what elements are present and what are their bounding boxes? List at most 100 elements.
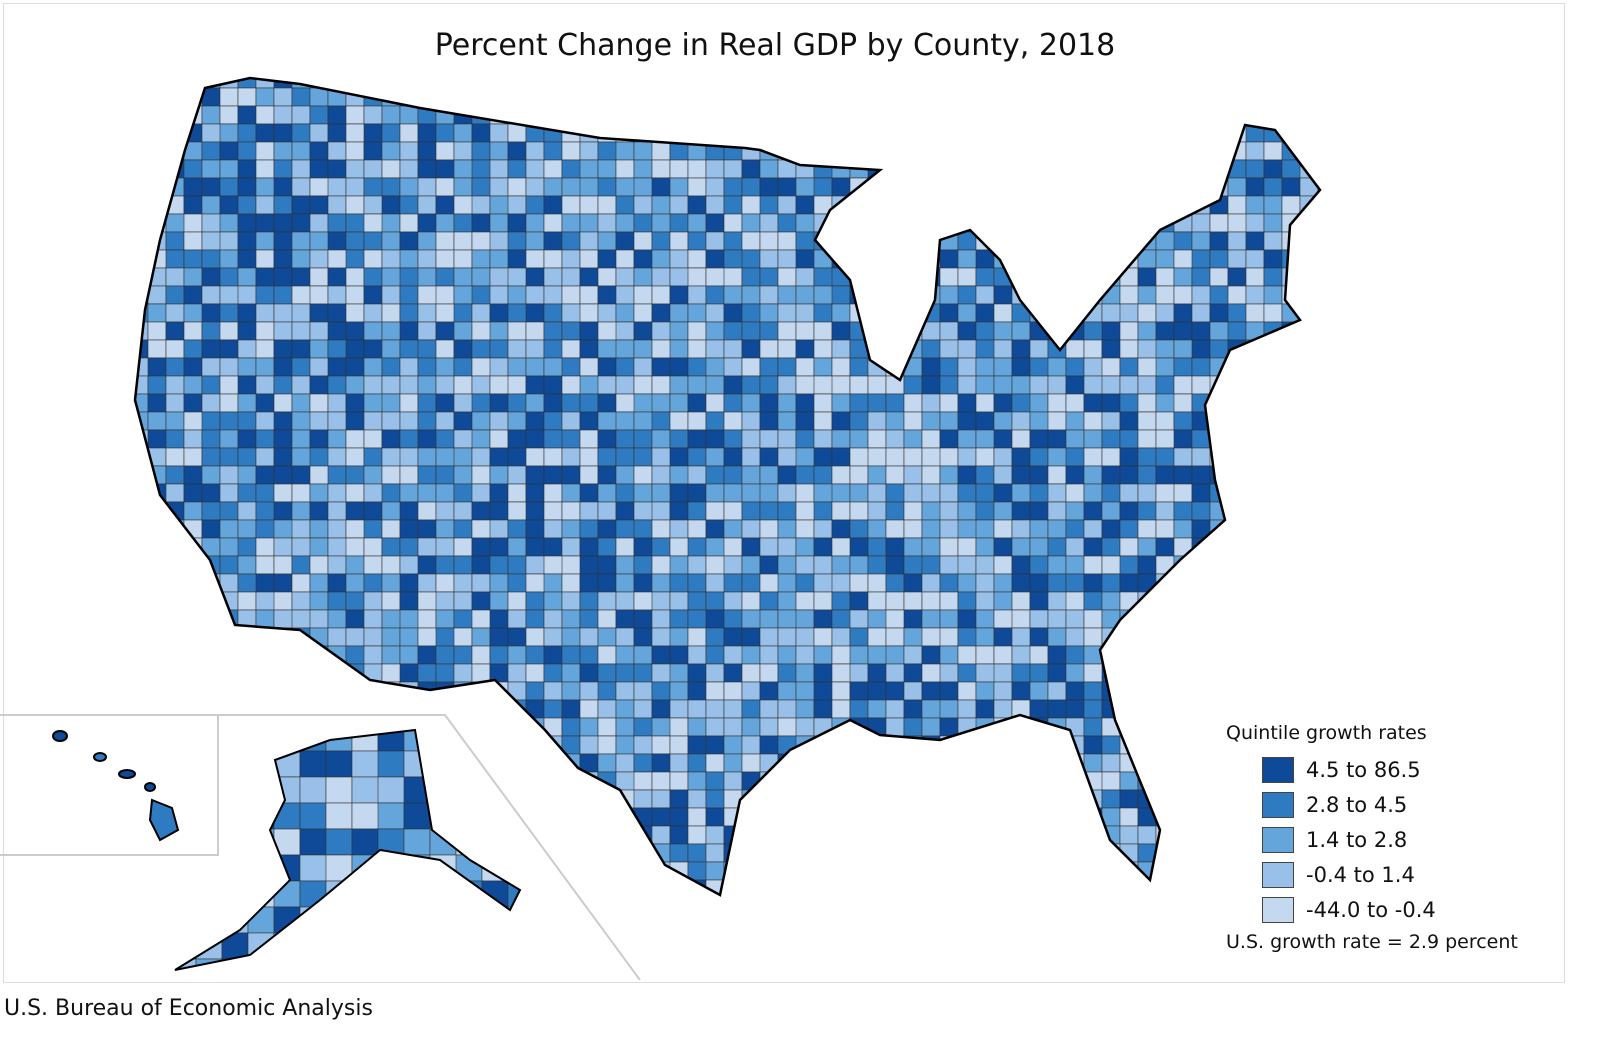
county-cell xyxy=(183,771,203,791)
county-cell xyxy=(543,519,563,539)
county-cell xyxy=(885,717,905,737)
county-cell xyxy=(885,78,923,89)
county-cell xyxy=(1191,303,1211,323)
county-cell xyxy=(237,447,257,467)
county-cell xyxy=(471,375,491,395)
county-cell xyxy=(219,807,239,827)
county-cell xyxy=(135,267,149,287)
county-cell xyxy=(291,681,311,701)
county-cell xyxy=(1065,789,1085,809)
county-cell xyxy=(435,357,455,377)
county-cell xyxy=(1281,591,1301,611)
county-cell xyxy=(1227,105,1247,125)
county-cell xyxy=(417,159,437,179)
county-cell xyxy=(403,854,431,882)
county-cell xyxy=(525,177,545,197)
county-cell xyxy=(1137,393,1157,413)
county-cell xyxy=(1119,195,1139,215)
county-cell xyxy=(435,123,455,143)
county-cell xyxy=(1011,177,1031,197)
county-cell xyxy=(1101,231,1121,251)
county-cell xyxy=(831,78,851,89)
county-cell xyxy=(291,123,311,143)
county-cell xyxy=(399,285,419,305)
county-cell xyxy=(525,393,545,413)
county-cell xyxy=(291,231,311,251)
county-cell xyxy=(345,681,383,701)
county-cell xyxy=(633,699,653,719)
county-cell xyxy=(135,681,149,701)
county-cell xyxy=(273,249,293,269)
county-cell xyxy=(219,339,239,359)
county-cell xyxy=(957,357,977,377)
county-cell xyxy=(291,87,311,107)
county-cell xyxy=(1065,267,1085,287)
county-cell xyxy=(429,750,457,778)
county-cell xyxy=(1281,465,1301,485)
county-cell xyxy=(1083,231,1121,251)
county-cell xyxy=(651,78,671,89)
county-cell xyxy=(579,213,599,233)
county-cell xyxy=(1137,213,1157,233)
county-cell xyxy=(1227,195,1247,215)
county-cell xyxy=(1281,429,1319,449)
county-cell xyxy=(1173,843,1211,863)
county-cell xyxy=(1083,177,1121,197)
county-cell xyxy=(579,429,599,449)
county-cell xyxy=(345,339,365,359)
county-cell xyxy=(429,828,457,856)
county-cell xyxy=(939,681,959,701)
county-cell xyxy=(993,123,1013,143)
county-cell xyxy=(1029,267,1049,287)
county-cell xyxy=(219,429,239,449)
county-cell xyxy=(579,465,599,485)
county-cell xyxy=(1101,537,1121,557)
county-cell xyxy=(993,645,1013,665)
county-cell xyxy=(597,573,617,593)
county-cell xyxy=(885,501,905,521)
county-cell xyxy=(723,195,743,215)
county-cell xyxy=(471,447,491,467)
county-cell xyxy=(1083,591,1103,611)
county-cell xyxy=(705,735,725,755)
county-cell xyxy=(135,285,149,305)
county-cell xyxy=(1227,555,1247,575)
county-cell xyxy=(1119,717,1139,737)
county-cell xyxy=(435,717,455,737)
county-cell xyxy=(579,789,617,809)
county-cell xyxy=(399,411,419,431)
county-cell xyxy=(579,195,599,215)
county-cell xyxy=(201,105,221,125)
county-cell xyxy=(1011,519,1031,539)
county-cell xyxy=(417,573,437,593)
county-cell xyxy=(759,78,779,89)
county-cell xyxy=(1281,177,1301,197)
county-cell xyxy=(1299,681,1319,701)
county-cell xyxy=(1101,501,1121,521)
county-cell xyxy=(1011,879,1031,895)
county-cell xyxy=(957,771,977,791)
county-cell xyxy=(1209,537,1229,557)
county-cell xyxy=(382,898,400,916)
county-cell xyxy=(345,375,365,395)
county-cell xyxy=(1119,627,1157,647)
county-cell xyxy=(1263,663,1301,683)
county-cell xyxy=(345,78,365,89)
county-cell xyxy=(543,393,563,413)
county-cell xyxy=(543,825,563,845)
county-cell xyxy=(939,501,959,521)
county-cell xyxy=(831,123,851,143)
county-cell xyxy=(489,609,509,629)
county-cell xyxy=(525,735,545,755)
county-cell xyxy=(1011,141,1031,161)
county-cell xyxy=(489,141,509,161)
county-cell xyxy=(759,303,779,323)
county-cell xyxy=(273,958,327,970)
county-cell xyxy=(669,555,689,575)
county-cell xyxy=(237,429,257,449)
county-cell xyxy=(1065,807,1085,827)
county-cell xyxy=(597,843,617,863)
county-cell xyxy=(201,447,221,467)
county-cell xyxy=(471,87,491,107)
county-cell xyxy=(453,123,473,143)
